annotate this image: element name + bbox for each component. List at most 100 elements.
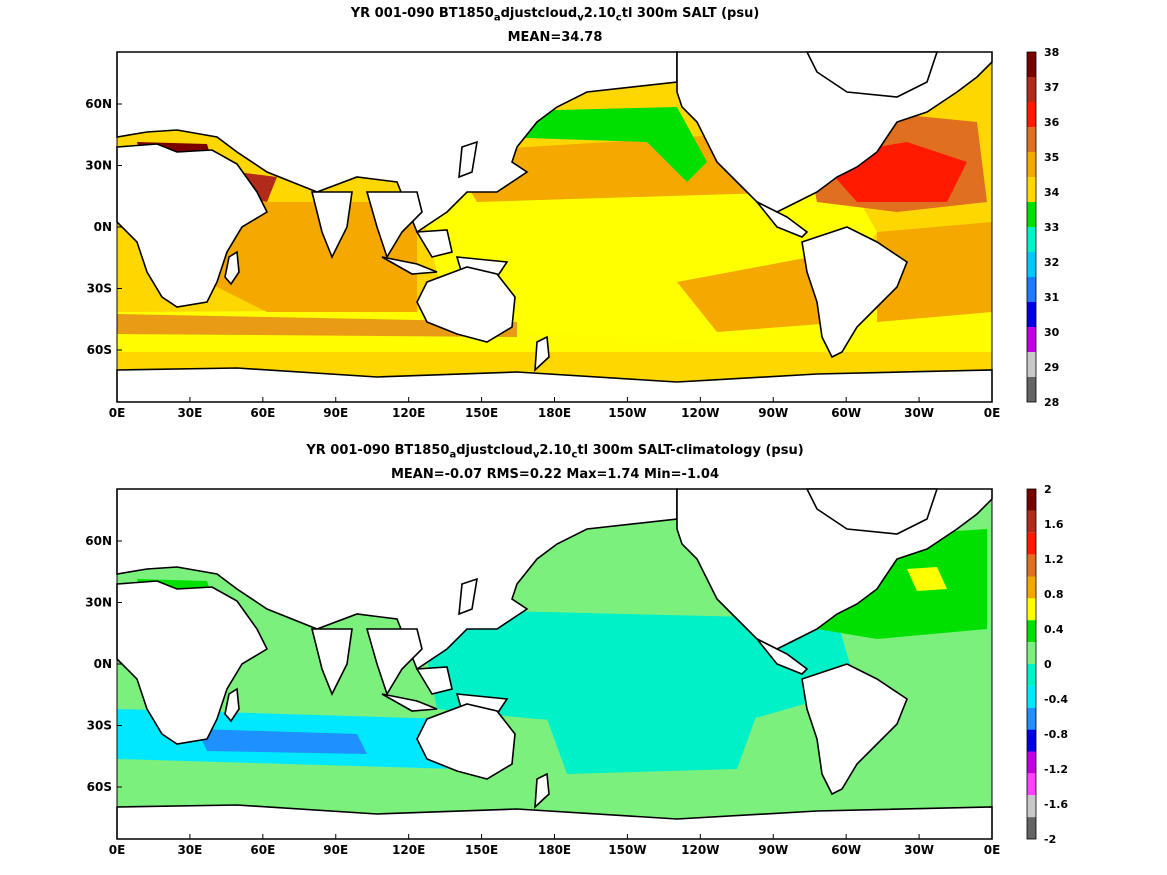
colorbar-label: 31 [1044,291,1059,304]
colorbar-segment [1027,685,1036,708]
colorbar-segment [1027,620,1036,643]
panel1-map [116,51,993,403]
panel2-map [116,488,993,840]
y-tick-label: 60S [87,780,112,794]
x-tick-label: 120W [681,406,719,420]
colorbar-label: 35 [1044,151,1059,164]
colorbar-label: -0.4 [1044,693,1068,706]
panel2-title-suffix: tl 300m SALT-climatology (psu) [577,443,804,458]
colorbar-label: 36 [1044,116,1060,129]
y-tick-label: 30S [87,282,112,296]
colorbar-label: 2 [1044,483,1052,496]
colorbar-segment [1027,227,1036,252]
x-tick-label: 150W [608,406,646,420]
colorbar-segment [1027,510,1036,533]
panel2-region-blue-patch [197,729,367,754]
colorbar-segment [1027,352,1036,377]
colorbar-label: 0.8 [1044,588,1064,601]
panel2-title: YR 001-090 BT1850adjustcloudv2.10ctl 300… [0,443,1110,461]
panel1-axes: 0E 30E 60E 90E 120E 150E 180E 150W 120W 90W 60W 30W… [85,97,1000,420]
colorbar-segment [1027,327,1036,352]
colorbar-label: -1.2 [1044,763,1068,776]
x-tick-label: 120E [392,406,425,420]
colorbar-segment [1027,598,1036,621]
colorbar-segment [1027,202,1036,227]
x-tick-label: 0E [984,406,1001,420]
panel2-axes: 0E 30E 60E 90E 120E 150E 180E 150W 120W 90W 60W 30W… [85,534,1000,857]
panel1-title-mid2: 2.10 [583,6,616,21]
x-tick-label: 180E [538,406,571,420]
colorbar-label: 1.2 [1044,553,1064,566]
x-tick-label: 30W [904,843,934,857]
colorbar-segment [1027,177,1036,202]
colorbar-segment [1027,664,1036,686]
colorbar-label: 30 [1044,326,1060,339]
panel1-title-sub1: a [493,12,501,24]
colorbar-segment [1027,707,1036,730]
x-tick-label: 120E [392,843,425,857]
y-tick-label: 0N [94,220,112,234]
y-tick-label: 30N [85,159,112,173]
colorbar-label: 0 [1044,658,1052,671]
colorbar-label: 37 [1044,81,1059,94]
colorbar-label: -1.6 [1044,798,1068,811]
x-tick-label: 60W [831,406,861,420]
colorbar-segment [1027,377,1036,402]
y-tick-label: 60N [85,97,112,111]
panel2-stats: MEAN=-0.07 RMS=0.22 Max=1.74 Min=-1.04 [390,467,720,482]
colorbar-segment [1027,751,1036,774]
x-tick-label: 150E [465,406,498,420]
y-tick-label: 0N [94,657,112,671]
panel2-region-south-pacific-cyan [547,714,757,774]
y-tick-label: 30S [87,719,112,733]
panel1-title-prefix: YR 001-090 BT1850 [350,6,494,21]
x-tick-label: 90E [323,406,348,420]
x-tick-label: 90E [323,843,348,857]
x-tick-label: 120W [681,843,719,857]
panel1-title-sub3: c [615,12,622,24]
colorbar-segment [1027,277,1036,302]
x-tick-label: 30E [177,406,202,420]
colorbar-segment [1027,817,1036,839]
x-tick-label: 90W [758,406,788,420]
colorbar-segment [1027,489,1036,511]
x-tick-label: 60E [250,843,275,857]
x-tick-label: 0E [984,843,1001,857]
y-tick-label: 60S [87,343,112,357]
x-tick-label: 60E [250,406,275,420]
panel2-title-prefix: YR 001-090 BT1850 [306,443,450,458]
y-tick-label: 60N [85,534,112,548]
panel1-region-north-pacific [447,132,797,202]
x-tick-label: 30E [177,843,202,857]
panel1-title-suffix: tl 300m SALT (psu) [621,6,760,21]
panel2-title-sub2: v [532,449,540,461]
x-tick-label: 150W [608,843,646,857]
colorbar-segment [1027,102,1036,127]
colorbar-label: 1.6 [1044,518,1064,531]
colorbar-label: 28 [1044,396,1059,409]
panel1-region-indian [207,202,417,312]
panel2-title-mid2: 2.10 [539,443,572,458]
panel1-title: YR 001-090 BT1850adjustcloudv2.10ctl 300… [0,6,1110,24]
colorbar-label: -2 [1044,833,1056,846]
colorbar-segment [1027,532,1036,555]
x-tick-label: 30W [904,406,934,420]
colorbar-segment [1027,302,1036,327]
colorbar-label: -0.8 [1044,728,1068,741]
panel1-region-south-pacific [677,252,847,332]
x-tick-label: 90W [758,843,788,857]
colorbar-frame [1026,51,1037,403]
colorbar-segment [1027,554,1036,577]
panel1-region-southern-orange [117,314,517,337]
panel2-title-sub3: c [571,449,578,461]
colorbar-segment [1027,729,1036,752]
panel2-title-mid1: djustcloud [456,443,533,458]
colorbar-label: 0.4 [1044,623,1064,636]
colorbar-segment [1027,795,1036,818]
x-tick-label: 0E [109,406,126,420]
colorbar-label: 33 [1044,221,1059,234]
colorbar-label: 32 [1044,256,1059,269]
panel2-region-tropical-cyan [417,609,857,729]
colorbar-frame [1026,488,1037,840]
panel1-colorbar: 38 37 36 35 34 33 32 31 30 29 28 [1026,46,1060,409]
